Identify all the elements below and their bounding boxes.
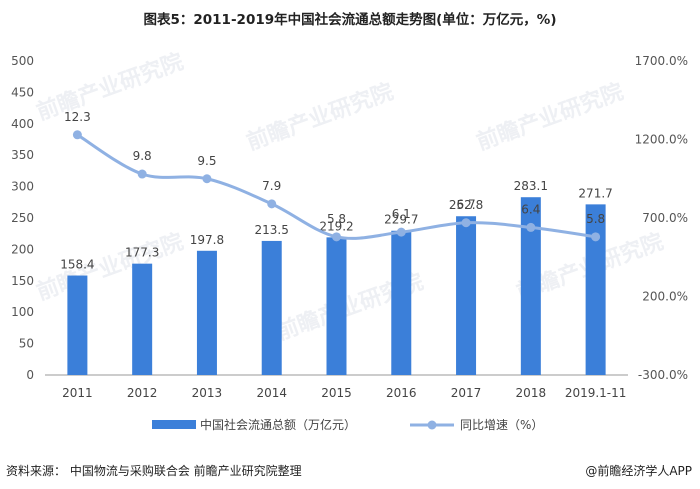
legend-line-marker [427, 420, 437, 430]
right-axis-tick: 700.0% [642, 211, 688, 225]
category-label: 2019.1-11 [565, 386, 627, 400]
left-axis-tick: 500 [11, 54, 34, 68]
growth-point-2017 [461, 218, 471, 228]
growth-value-label: 6.7 [457, 198, 476, 212]
growth-point-2019.1-11 [591, 232, 601, 242]
left-axis-tick: 200 [11, 242, 34, 256]
category-label: 2013 [192, 386, 223, 400]
bar-value-label: 252.8 [449, 198, 483, 212]
growth-value-label: 5.8 [327, 212, 346, 226]
growth-point-2011 [72, 130, 82, 140]
bar-2013 [196, 250, 217, 375]
watermark-text: 前瞻产业研究院 [243, 79, 397, 156]
category-label: 2014 [256, 386, 287, 400]
bar-value-label: 229.7 [384, 213, 418, 227]
left-axis-tick: 50 [19, 337, 34, 351]
bar-value-label: 213.5 [255, 223, 289, 237]
left-axis-tick: 300 [11, 180, 34, 194]
category-label: 2015 [321, 386, 352, 400]
bar-value-label: 283.1 [514, 179, 548, 193]
growth-value-label: 12.3 [64, 110, 91, 124]
growth-point-2012 [137, 169, 147, 179]
left-axis-tick: 0 [26, 368, 34, 382]
left-axis-tick: 100 [11, 305, 34, 319]
watermark-text: 前瞻产业研究院 [33, 49, 187, 126]
bar-2012 [132, 263, 153, 375]
right-axis-tick: 1700.0% [635, 54, 688, 68]
category-label: 2011 [62, 386, 93, 400]
left-axis-tick: 250 [11, 211, 34, 225]
growth-point-2016 [396, 227, 406, 237]
category-label: 2018 [516, 386, 547, 400]
growth-value-label: 7.9 [262, 179, 281, 193]
category-label: 2016 [386, 386, 417, 400]
growth-value-label: 5.8 [586, 212, 605, 226]
source-note: 资料来源： 中国物流与采购联合会 前瞻产业研究院整理 [6, 464, 302, 478]
category-label: 2012 [127, 386, 158, 400]
watermark-text: 前瞻产业研究院 [473, 79, 627, 156]
left-axis-tick: 400 [11, 117, 34, 131]
bar-value-label: 177.3 [125, 246, 159, 260]
bar-value-label: 197.8 [190, 233, 224, 247]
right-axis-tick: 200.0% [642, 290, 688, 304]
bar-value-label: 271.7 [578, 186, 612, 200]
growth-value-label: 9.5 [197, 154, 216, 168]
bar-2018 [520, 197, 541, 375]
right-axis-tick: 1200.0% [635, 133, 688, 147]
growth-value-label: 6.4 [521, 202, 540, 216]
category-label: 2017 [451, 386, 482, 400]
watermark-text: 前瞻产业研究院 [33, 229, 187, 306]
brand-note: @前瞻经济学人APP [585, 464, 692, 478]
bar-2019.1-11 [585, 204, 606, 375]
bar-value-label: 219.2 [319, 219, 353, 233]
right-axis-tick: -300.0% [638, 368, 688, 382]
legend-line-label: 同比增速（%） [460, 418, 543, 432]
growth-point-2014 [267, 199, 277, 209]
bar-2011 [67, 275, 88, 375]
legend-bar-swatch [152, 420, 196, 429]
growth-point-2015 [332, 232, 341, 242]
left-axis-tick: 450 [11, 85, 34, 99]
bar-2015 [326, 237, 347, 375]
chart-title: 图表5：2011-2019年中国社会流通总额走势图(单位：万亿元，%) [143, 12, 557, 28]
bar-value-label: 158.4 [60, 258, 94, 272]
legend-bar-label: 中国社会流通总额（万亿元） [200, 417, 356, 432]
bar-2016 [391, 230, 412, 375]
left-axis-tick: 350 [11, 148, 34, 162]
growth-value-label: 9.8 [133, 149, 152, 163]
growth-point-2013 [202, 174, 212, 184]
growth-value-label: 6.1 [392, 207, 411, 221]
bar-2017 [456, 216, 477, 375]
left-axis-tick: 150 [11, 274, 34, 288]
growth-point-2018 [526, 222, 536, 232]
bar-2014 [261, 240, 282, 375]
